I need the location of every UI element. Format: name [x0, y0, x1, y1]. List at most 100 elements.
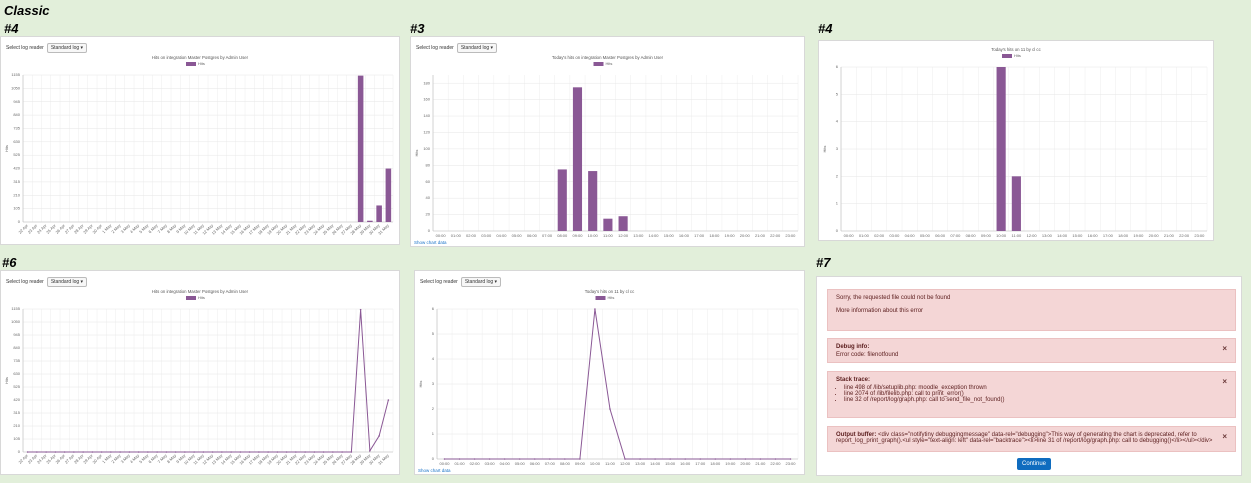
point — [609, 408, 611, 410]
y-tick-label: 420 — [13, 166, 20, 171]
x-tick-label: 1 May — [101, 223, 112, 234]
y-tick-label: 210 — [13, 192, 20, 197]
select-label: Select log reader — [6, 279, 44, 285]
select-box[interactable]: Standard log ▾ — [46, 43, 88, 53]
bar — [357, 75, 364, 222]
point — [654, 458, 656, 460]
x-tick-label: 01:00 — [859, 233, 870, 238]
point — [36, 451, 38, 453]
y-tick-label: 1155 — [11, 306, 20, 311]
stack-item: line 32 of /report/log/graph.php: call t… — [844, 397, 1227, 403]
point — [313, 451, 316, 453]
x-tick-label: 08:00 — [966, 233, 977, 238]
debug-title: Debug info: — [836, 344, 870, 350]
select-box[interactable]: Standard log ▾ — [460, 277, 502, 287]
chart-title: Today's hits on integration Master Postg… — [552, 55, 664, 60]
line — [27, 309, 389, 453]
bar — [1011, 176, 1021, 231]
x-tick-label: 5 May — [138, 223, 149, 234]
log-reader-select: Select log reader Standard log ▾ — [6, 43, 88, 53]
point — [73, 451, 75, 453]
x-tick-label: 14:00 — [649, 233, 660, 238]
chart-panel: Today's hits on 11 by cl cc Hits Hits 0 1 2 3 4… — [818, 40, 1214, 241]
point — [564, 458, 566, 460]
continue-button[interactable]: Continue — [1017, 458, 1052, 470]
point — [359, 308, 362, 311]
chart: Today's hits on 11 by cl ccHitsHits01234… — [822, 47, 1208, 238]
y-tick-label: 180 — [423, 80, 430, 85]
point — [137, 451, 140, 453]
y-tick-label: 1050 — [11, 85, 21, 90]
y-tick-label: 5 — [432, 331, 435, 336]
x-tick-label: 10:00 — [996, 233, 1007, 238]
legend-swatch — [186, 296, 196, 300]
y-tick-label: 0 — [18, 219, 21, 224]
bar — [618, 216, 628, 231]
x-tick-label: 17:00 — [695, 461, 706, 466]
x-tick-label: 21:00 — [755, 461, 766, 466]
error-box: Sorry, the requested file could not be f… — [827, 289, 1236, 331]
y-tick-label: 6 — [836, 64, 839, 69]
point — [184, 451, 186, 453]
x-tick-label: 4 May — [129, 223, 140, 234]
point — [549, 458, 551, 460]
x-tick-label: 08:00 — [560, 461, 571, 466]
x-tick-label: 02:00 — [470, 461, 481, 466]
legend-label: Hits — [198, 61, 205, 66]
more-info[interactable]: More information about this error — [836, 308, 924, 314]
y-tick-label: 1 — [836, 201, 839, 206]
y-tick-label: 100 — [423, 146, 430, 151]
y-tick-label: 315 — [13, 179, 20, 184]
x-tick-label: 03:00 — [481, 233, 492, 238]
x-tick-label: 19:00 — [1133, 233, 1144, 238]
x-tick-label: 22:00 — [770, 233, 781, 238]
x-tick-label: 15:00 — [665, 461, 676, 466]
y-tick-label: 735 — [13, 358, 20, 363]
x-tick-label: 10:00 — [588, 233, 599, 238]
show-chart-data[interactable]: Show chart data — [418, 468, 451, 473]
legend-swatch — [593, 62, 604, 66]
y-tick-label: 6 — [432, 306, 435, 311]
x-tick-label: 07:00 — [545, 461, 556, 466]
point — [221, 451, 223, 453]
y-tick-label: 120 — [423, 130, 430, 135]
bar — [603, 218, 613, 231]
point — [533, 458, 536, 460]
point — [128, 451, 131, 453]
select-box[interactable]: Standard log ▾ — [456, 43, 498, 53]
x-tick-label: 23:00 — [785, 233, 796, 238]
point — [378, 435, 380, 437]
x-tick-label: 4 May — [129, 453, 140, 464]
legend-swatch — [1002, 54, 1012, 58]
y-axis-label: Hits — [4, 145, 9, 152]
chart-panel: Select log reader Standard log ▾ Hits on i… — [0, 270, 400, 475]
x-tick-label: 00:00 — [844, 233, 855, 238]
close[interactable]: × — [1222, 377, 1227, 386]
x-tick-label: 09:00 — [572, 233, 583, 238]
y-tick-label: 210 — [13, 423, 20, 428]
point — [503, 458, 506, 460]
point — [119, 451, 121, 453]
close[interactable]: × — [1222, 432, 1227, 441]
y-axis-label: Hits — [822, 146, 827, 153]
x-tick-label: 06:00 — [935, 233, 946, 238]
point — [239, 451, 242, 453]
x-tick-label: 30 Apr — [91, 452, 103, 464]
log-reader-select: Select log reader Standard log ▾ — [416, 43, 498, 53]
y-tick-label: 5 — [836, 91, 839, 96]
x-tick-label: 03:00 — [485, 461, 496, 466]
select-box[interactable]: Standard log ▾ — [46, 277, 88, 287]
x-tick-label: 18:00 — [710, 461, 721, 466]
x-tick-label: 23:00 — [1194, 233, 1205, 238]
y-tick-label: 840 — [13, 112, 20, 117]
x-tick-label: 08:00 — [557, 233, 568, 238]
close[interactable]: × — [1222, 344, 1227, 353]
y-tick-label: 20 — [426, 212, 431, 217]
point — [174, 451, 177, 453]
x-tick-label: 10:00 — [590, 461, 601, 466]
show-chart-data[interactable]: Show chart data — [414, 240, 447, 245]
point — [579, 458, 581, 460]
x-tick-label: 20:00 — [740, 461, 751, 466]
legend-label: Hits — [198, 295, 205, 300]
x-tick-label: 3 May — [120, 453, 131, 464]
